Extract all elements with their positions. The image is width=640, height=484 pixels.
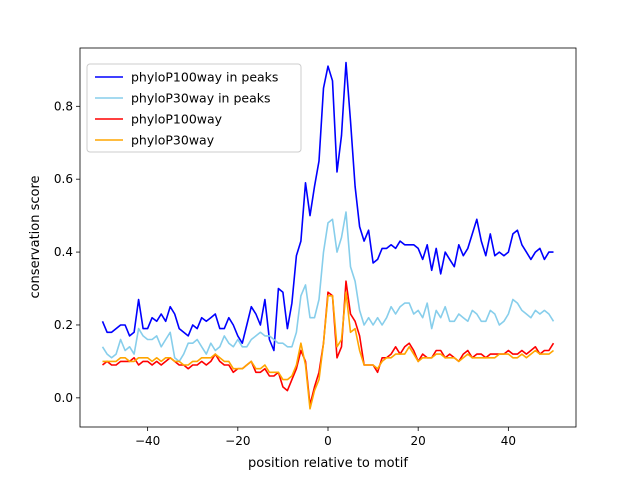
x-tick-label: 20 bbox=[411, 434, 426, 448]
y-axis-label: conservation score bbox=[28, 175, 43, 298]
y-tick-label: 0.8 bbox=[54, 99, 73, 113]
y-tick-label: 0.2 bbox=[54, 318, 73, 332]
legend-label: phyloP30way in peaks bbox=[131, 91, 270, 106]
legend-box bbox=[86, 63, 302, 153]
series-lines bbox=[101, 61, 555, 410]
x-tick-label: −40 bbox=[135, 434, 160, 448]
y-axis: 0.0 0.2 0.4 0.6 0.8 bbox=[54, 99, 80, 405]
y-tick-label: 0.0 bbox=[54, 391, 73, 405]
legend-label: phyloP100way in peaks bbox=[131, 70, 278, 85]
series-line-0 bbox=[101, 61, 554, 352]
x-axis-label: position relative to motif bbox=[248, 456, 408, 471]
y-tick-label: 0.6 bbox=[54, 172, 73, 186]
x-tick-label: 0 bbox=[324, 434, 332, 448]
legend-label: phyloP100way bbox=[131, 112, 223, 127]
y-tick-label: 0.4 bbox=[54, 245, 73, 259]
x-axis: −40 −20 0 20 40 bbox=[135, 427, 516, 448]
legend: phyloP100way in peaks phyloP30way in peak… bbox=[86, 63, 302, 153]
series-line-3 bbox=[102, 291, 554, 410]
legend-label: phyloP30way bbox=[131, 133, 215, 148]
series-line-1 bbox=[101, 211, 555, 363]
x-tick-label: 40 bbox=[501, 434, 516, 448]
x-tick-label: −20 bbox=[225, 434, 250, 448]
series-line-2 bbox=[102, 280, 555, 406]
